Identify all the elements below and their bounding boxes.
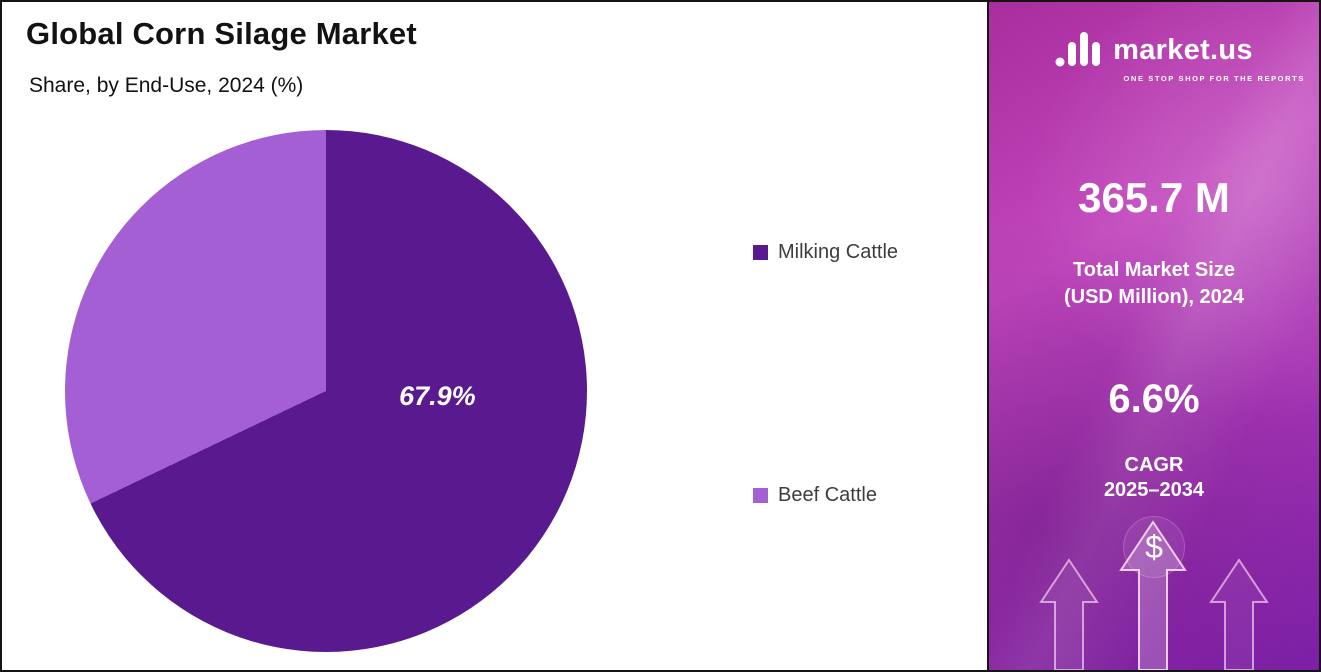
pie-value-label: 67.9% xyxy=(399,380,476,411)
market-us-logo-icon xyxy=(1055,28,1103,73)
cagr-period: 2025–2034 xyxy=(1103,479,1205,501)
legend-label: Milking Cattle xyxy=(778,241,899,263)
market-size-label-line1: Total Market Size xyxy=(1073,259,1235,281)
logo-text: market.us xyxy=(1113,34,1253,66)
market-size-value: 365.7 M xyxy=(1078,174,1230,221)
market-size-label: Total Market Size (USD Million), 2024 xyxy=(989,257,1319,311)
legend-item: Milking Cattle xyxy=(753,241,898,264)
cagr-value: 6.6% xyxy=(1108,377,1200,421)
brand-logo: market.us xyxy=(989,28,1319,73)
dollar-coin-circle: $ xyxy=(1123,516,1185,578)
legend-label: Beef Cattle xyxy=(778,484,877,506)
chart-subtitle: Share, by End-Use, 2024 (%) xyxy=(29,74,304,97)
pie-chart: 67.9% xyxy=(65,130,587,652)
legend-swatch xyxy=(753,245,768,260)
stats-sidebar: market.us ONE STOP SHOP FOR THE REPORTS … xyxy=(987,2,1319,670)
legend-swatch xyxy=(753,488,768,503)
cagr-label: CAGR xyxy=(1124,454,1184,476)
dollar-coin-icon: $ xyxy=(989,516,1319,578)
page-title: Global Corn Silage Market xyxy=(26,16,417,51)
legend-item: Beef Cattle xyxy=(753,484,877,507)
logo-tagline: ONE STOP SHOP FOR THE REPORTS xyxy=(1123,74,1305,83)
dollar-symbol: $ xyxy=(1145,528,1163,565)
market-size-label-line2: (USD Million), 2024 xyxy=(1063,286,1245,308)
